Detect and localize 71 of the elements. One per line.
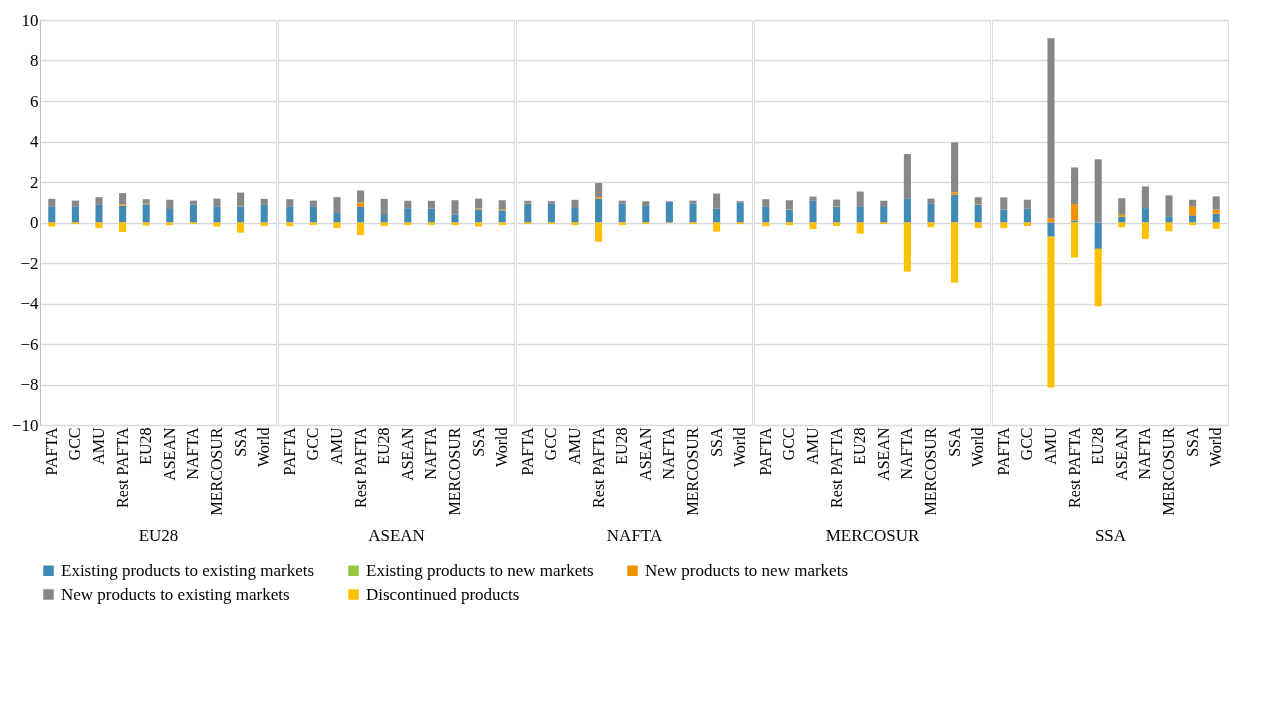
x-tick-label: World [493,427,511,468]
x-tick-label: SSA [945,427,963,457]
legend-label: Discontinued products [366,584,520,604]
x-tick-label: AMU [804,427,821,465]
x-tick-label: AMU [90,427,107,465]
x-tick-label: GCC [66,427,84,461]
x-tick-label: World [969,427,987,468]
x-tick-label: NAFTA [422,427,440,480]
y-tick-label: 6 [30,91,39,111]
x-tick-label: ASEAN [1112,427,1130,481]
x-tick-label: AMU [566,427,583,465]
x-axis-title: MERCOSUR [825,525,920,545]
x-tick-label: NAFTA [660,427,678,480]
y-tick-label: 0 [30,213,39,232]
legend-label: New products to new markets [645,560,849,580]
x-tick-label: NAFTA [1136,427,1154,480]
y-tick-label: 8 [30,51,39,70]
x-tick-label: SSA [469,427,487,457]
x-tick-label: Rest PAFTA [1065,427,1083,508]
x-tick-label: SSA [231,427,249,457]
x-tick-label: World [255,427,273,468]
x-tick-label: PAFTA [994,427,1012,476]
x-tick-label: MERCOSUR [208,427,225,516]
x-tick-label: NAFTA [898,427,916,480]
x-axis-title: ASEAN [368,525,425,545]
x-tick-label: AMU [1042,427,1059,465]
x-tick-label: MERCOSUR [1160,427,1177,516]
x-tick-label: NAFTA [184,427,202,480]
legend-label: New products to existing markets [61,584,290,604]
x-tick-label: MERCOSUR [446,427,463,516]
y-tick-label: −8 [20,375,39,394]
x-tick-label: EU28 [137,427,155,465]
x-tick-label: Rest PAFTA [827,427,845,508]
x-tick-label: MERCOSUR [684,427,701,516]
x-tick-label: SSA [1183,427,1201,457]
x-tick-label: World [1207,427,1225,468]
x-tick-label: EU28 [375,427,393,465]
x-tick-label: Rest PAFTA [351,427,369,508]
x-tick-label: GCC [304,427,322,461]
y-tick-label: −10 [11,415,39,435]
x-tick-label: Rest PAFTA [589,427,607,508]
x-tick-label: EU28 [851,427,869,465]
legend-label: Existing products to existing markets [61,560,315,580]
x-tick-label: PAFTA [518,427,536,476]
y-tick-label: −4 [20,294,39,313]
x-tick-label: AMU [328,427,345,465]
x-axis-title: SSA [1094,525,1127,545]
x-tick-label: MERCOSUR [922,427,939,516]
x-tick-label: PAFTA [280,427,298,476]
y-tick-label: 4 [30,132,39,151]
x-tick-label: World [731,427,749,468]
x-tick-label: ASEAN [160,427,178,481]
x-tick-label: ASEAN [398,427,416,481]
x-tick-label: ASEAN [874,427,892,481]
y-tick-label: −2 [20,253,39,273]
x-tick-label: EU28 [613,427,631,465]
x-tick-label: PAFTA [42,427,60,476]
x-axis-title: EU28 [138,525,179,545]
y-tick-label: 10 [21,10,39,30]
x-tick-label: EU28 [1089,427,1107,465]
y-tick-label: −6 [20,334,39,354]
x-tick-label: ASEAN [636,427,654,481]
legend-label: Existing products to new markets [366,560,594,580]
x-tick-label: Rest PAFTA [113,427,131,508]
y-tick-label: 2 [30,172,39,192]
x-axis-title: NAFTA [606,525,663,545]
x-tick-label: SSA [707,427,725,457]
x-tick-label: GCC [1018,427,1036,461]
x-tick-label: PAFTA [756,427,774,476]
x-tick-label: GCC [542,427,560,461]
x-tick-label: GCC [780,427,798,461]
